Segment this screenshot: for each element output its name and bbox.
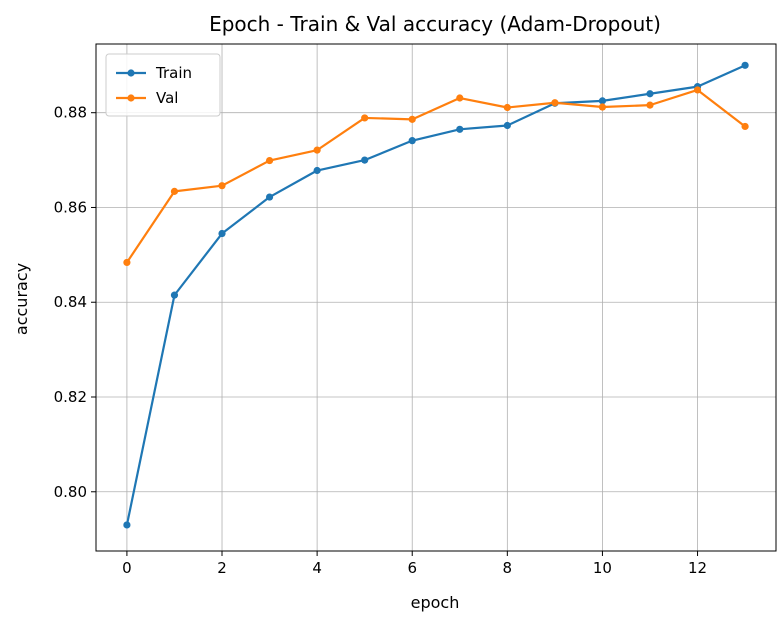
plot-frame — [95, 43, 777, 552]
y-tick-label: 0.86 — [54, 198, 87, 216]
data-point-train — [456, 125, 464, 133]
legend-marker-val — [127, 94, 135, 102]
data-point-train — [361, 156, 369, 164]
data-point-val — [218, 182, 226, 190]
legend: Train Val — [105, 53, 221, 117]
legend-box — [105, 53, 221, 117]
legend-label-train: Train — [155, 64, 192, 82]
data-point-train — [503, 121, 511, 130]
axes: 0 2 4 6 8 10 12 0.80 0.82 0.84 0.86 0.88 — [54, 104, 707, 577]
data-point-train — [123, 521, 131, 529]
data-point-train — [598, 97, 607, 105]
x-tick-label: 0 — [122, 559, 132, 577]
data-point-train — [265, 193, 274, 201]
data-point-train — [408, 137, 416, 145]
data-point-val — [265, 156, 274, 165]
data-point-val — [313, 146, 321, 154]
legend-marker-train — [127, 69, 135, 77]
x-tick-label: 4 — [312, 559, 322, 577]
series-line-val — [125, 88, 746, 264]
x-tick-label: 6 — [407, 559, 417, 577]
y-tick-label: 0.88 — [54, 104, 87, 122]
series-line-train — [125, 64, 746, 526]
data-point-val — [503, 103, 511, 112]
data-point-train — [741, 61, 749, 69]
x-tick-label: 10 — [593, 559, 612, 577]
y-axis-label: accuracy — [12, 263, 31, 335]
data-point-val — [408, 115, 416, 123]
legend-label-val: Val — [156, 89, 178, 107]
data-point-val — [646, 101, 654, 109]
chart-title: Epoch - Train & Val accuracy (Adam-Dropo… — [209, 12, 661, 36]
series-layer — [123, 61, 749, 529]
x-tick-label: 12 — [688, 559, 707, 577]
data-point-val — [693, 86, 702, 94]
x-tick-label: 8 — [503, 559, 513, 577]
y-tick-label: 0.80 — [54, 483, 87, 501]
data-point-train — [646, 90, 654, 98]
data-point-val — [123, 258, 131, 267]
x-tick-label: 2 — [217, 559, 227, 577]
data-point-train — [170, 291, 179, 299]
data-point-val — [551, 99, 559, 107]
data-point-val — [170, 187, 179, 195]
data-point-val — [456, 94, 464, 102]
grid-lines — [96, 44, 776, 551]
y-tick-label: 0.84 — [54, 293, 87, 311]
data-point-val — [361, 114, 369, 122]
data-point-train — [313, 166, 321, 175]
x-axis-label: epoch — [411, 593, 460, 612]
y-tick-label: 0.82 — [54, 388, 87, 406]
data-point-val — [598, 103, 607, 111]
data-point-val — [741, 122, 749, 131]
data-point-train — [218, 229, 226, 238]
